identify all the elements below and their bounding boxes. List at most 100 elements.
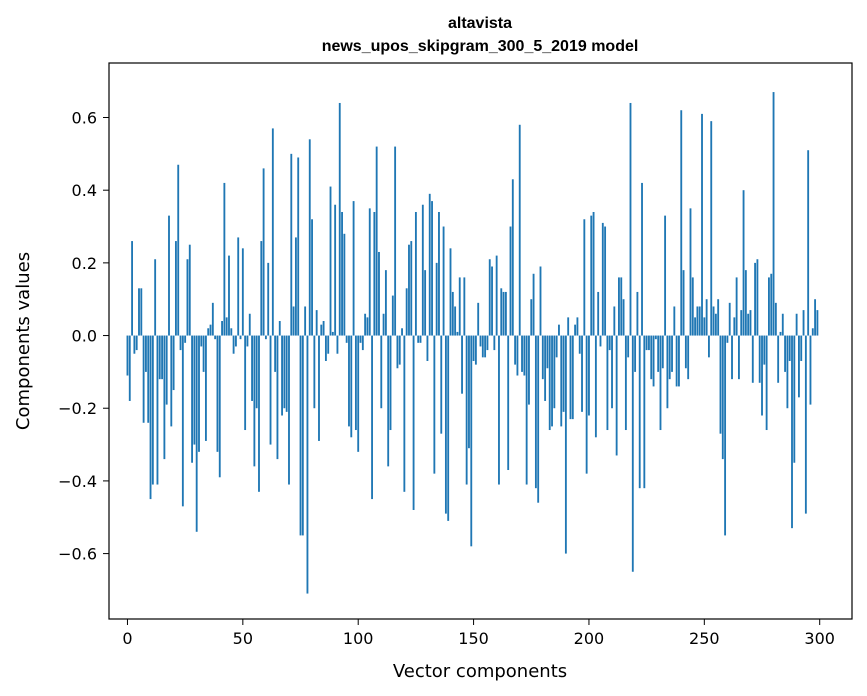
bar — [320, 324, 323, 336]
bar — [281, 335, 283, 416]
bar — [721, 335, 724, 460]
bar — [239, 335, 242, 340]
bar — [327, 335, 330, 354]
bar — [618, 277, 620, 336]
bar — [463, 277, 466, 336]
bar — [214, 335, 217, 340]
bar — [241, 248, 244, 336]
bar — [267, 262, 270, 336]
bar — [731, 335, 733, 380]
bar — [458, 277, 461, 336]
chart-subtitle: news_upos_skipgram_300_5_2019 model — [322, 38, 639, 55]
bar — [442, 226, 445, 336]
bar — [384, 270, 387, 336]
bar — [657, 335, 660, 372]
bar — [461, 335, 463, 394]
bar — [671, 335, 673, 372]
bar — [306, 335, 309, 594]
bar — [601, 222, 604, 336]
bar — [558, 324, 560, 336]
bar — [571, 335, 574, 420]
bar — [260, 241, 263, 336]
bar — [788, 335, 791, 361]
bar — [770, 273, 773, 336]
bar — [264, 335, 267, 340]
bar — [366, 317, 369, 336]
bar — [394, 146, 397, 336]
bar — [744, 270, 747, 336]
bar — [248, 313, 251, 336]
y-tick-label: −0.2 — [58, 399, 97, 418]
bar — [128, 335, 131, 401]
bar — [195, 335, 198, 532]
bar — [207, 328, 210, 336]
bar — [149, 335, 152, 500]
bar — [691, 277, 694, 336]
bar — [361, 335, 364, 351]
bar — [562, 335, 565, 412]
bar — [368, 208, 371, 336]
bar — [622, 299, 625, 336]
bar — [364, 313, 367, 336]
bar — [288, 335, 290, 485]
bar — [421, 204, 424, 336]
bar — [179, 335, 182, 351]
bar — [784, 335, 787, 372]
bar — [548, 335, 551, 431]
bar — [140, 288, 143, 336]
bar — [329, 186, 332, 336]
bar — [470, 335, 473, 547]
bar — [431, 201, 433, 336]
bar — [777, 335, 780, 383]
bar — [493, 335, 496, 351]
bar — [468, 335, 470, 449]
bar — [576, 317, 579, 336]
bar — [237, 237, 240, 336]
bar — [184, 335, 187, 343]
bar — [156, 335, 159, 485]
bar — [613, 306, 616, 336]
bar — [341, 211, 343, 336]
bar — [814, 299, 817, 336]
bar — [551, 335, 553, 427]
bar — [714, 313, 717, 336]
bar — [592, 211, 595, 336]
bar — [740, 310, 743, 336]
bar — [449, 248, 452, 336]
bar — [438, 211, 440, 336]
bar — [687, 335, 690, 380]
bar — [283, 335, 286, 409]
bar — [389, 335, 392, 431]
bar — [398, 335, 401, 365]
bar — [719, 335, 722, 434]
x-tick-label: 100 — [343, 629, 374, 648]
bar — [481, 335, 484, 358]
bar — [553, 335, 556, 409]
bar — [444, 335, 447, 514]
bar — [357, 335, 360, 452]
bar — [486, 335, 489, 351]
bar — [426, 335, 429, 361]
bar — [546, 335, 549, 369]
bar — [627, 335, 630, 358]
bar — [477, 302, 480, 336]
bar — [567, 317, 570, 336]
bar — [165, 335, 168, 405]
bar — [218, 335, 221, 478]
bar — [800, 335, 803, 361]
bar — [253, 335, 256, 467]
bar — [532, 273, 535, 336]
bar — [666, 335, 669, 409]
bar — [608, 335, 611, 351]
bar — [200, 335, 203, 347]
bar — [495, 255, 498, 336]
bar — [541, 335, 544, 380]
bar — [581, 335, 583, 412]
bar — [754, 262, 757, 336]
bar — [539, 266, 542, 336]
bar — [375, 146, 378, 336]
bar — [311, 219, 313, 336]
bar — [588, 335, 590, 416]
bar — [502, 291, 505, 336]
bar — [396, 335, 399, 369]
